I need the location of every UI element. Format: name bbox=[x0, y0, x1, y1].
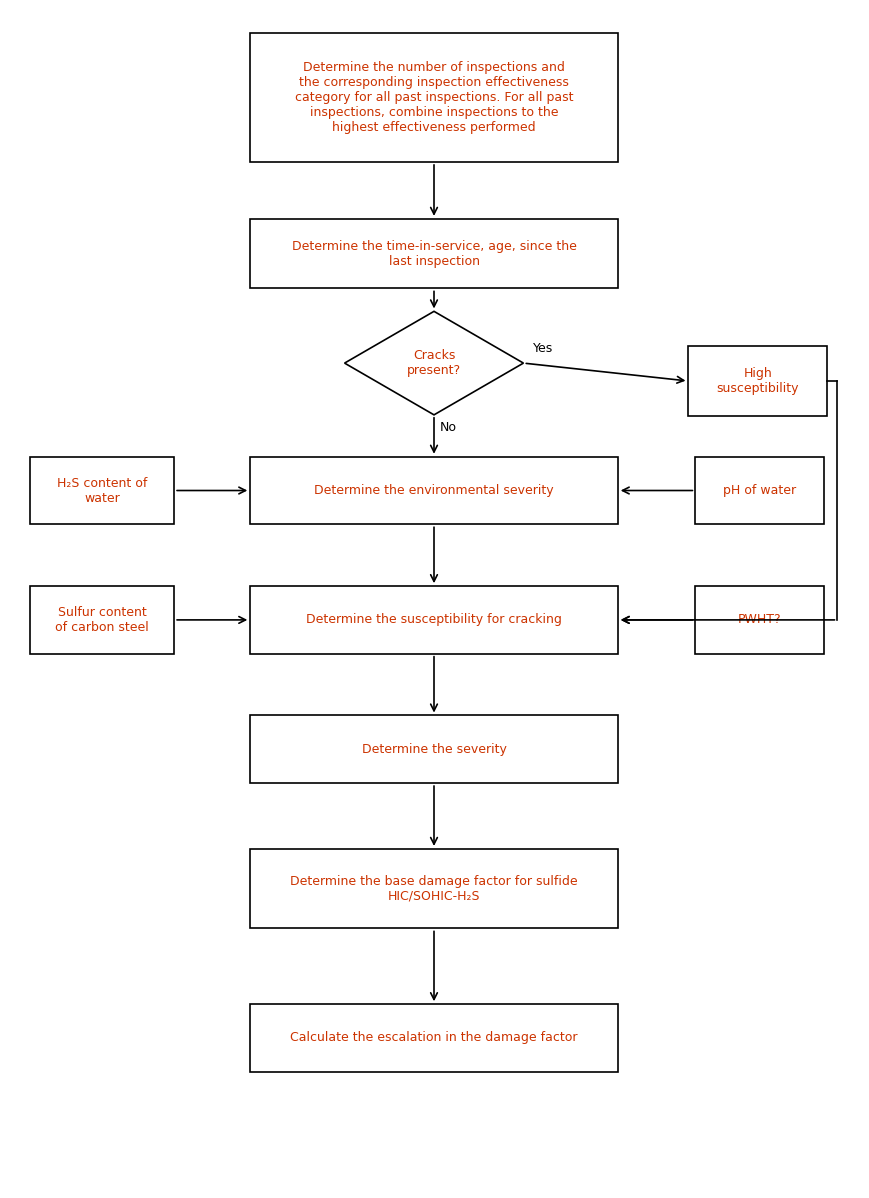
Text: Calculate the escalation in the damage factor: Calculate the escalation in the damage f… bbox=[290, 1031, 578, 1045]
Text: H₂S content of
water: H₂S content of water bbox=[57, 477, 148, 504]
Text: High
susceptibility: High susceptibility bbox=[717, 367, 799, 395]
Bar bbox=[250, 219, 618, 289]
Text: pH of water: pH of water bbox=[723, 484, 797, 497]
Text: Sulfur content
of carbon steel: Sulfur content of carbon steel bbox=[56, 606, 149, 634]
Bar bbox=[250, 456, 618, 525]
Text: Cracks
present?: Cracks present? bbox=[407, 349, 461, 377]
Text: Determine the severity: Determine the severity bbox=[362, 743, 507, 756]
Bar bbox=[250, 849, 618, 928]
Text: No: No bbox=[440, 420, 457, 434]
Bar bbox=[695, 586, 825, 654]
Bar bbox=[30, 456, 174, 525]
Text: Determine the environmental severity: Determine the environmental severity bbox=[315, 484, 554, 497]
Bar bbox=[250, 32, 618, 162]
Bar bbox=[695, 456, 825, 525]
Polygon shape bbox=[345, 311, 523, 415]
Text: PWHT?: PWHT? bbox=[738, 613, 782, 627]
Text: Determine the number of inspections and
the corresponding inspection effectivene: Determine the number of inspections and … bbox=[295, 61, 574, 134]
Bar bbox=[30, 586, 174, 654]
Bar bbox=[688, 346, 827, 416]
Bar bbox=[250, 715, 618, 783]
Text: Determine the susceptibility for cracking: Determine the susceptibility for crackin… bbox=[306, 613, 562, 627]
Text: Determine the base damage factor for sulfide
HIC/SOHIC-H₂S: Determine the base damage factor for sul… bbox=[290, 875, 578, 902]
Text: Yes: Yes bbox=[534, 343, 554, 355]
Bar bbox=[250, 586, 618, 654]
Text: Determine the time-in-service, age, since the
last inspection: Determine the time-in-service, age, sinc… bbox=[292, 240, 576, 267]
Bar bbox=[250, 1004, 618, 1072]
